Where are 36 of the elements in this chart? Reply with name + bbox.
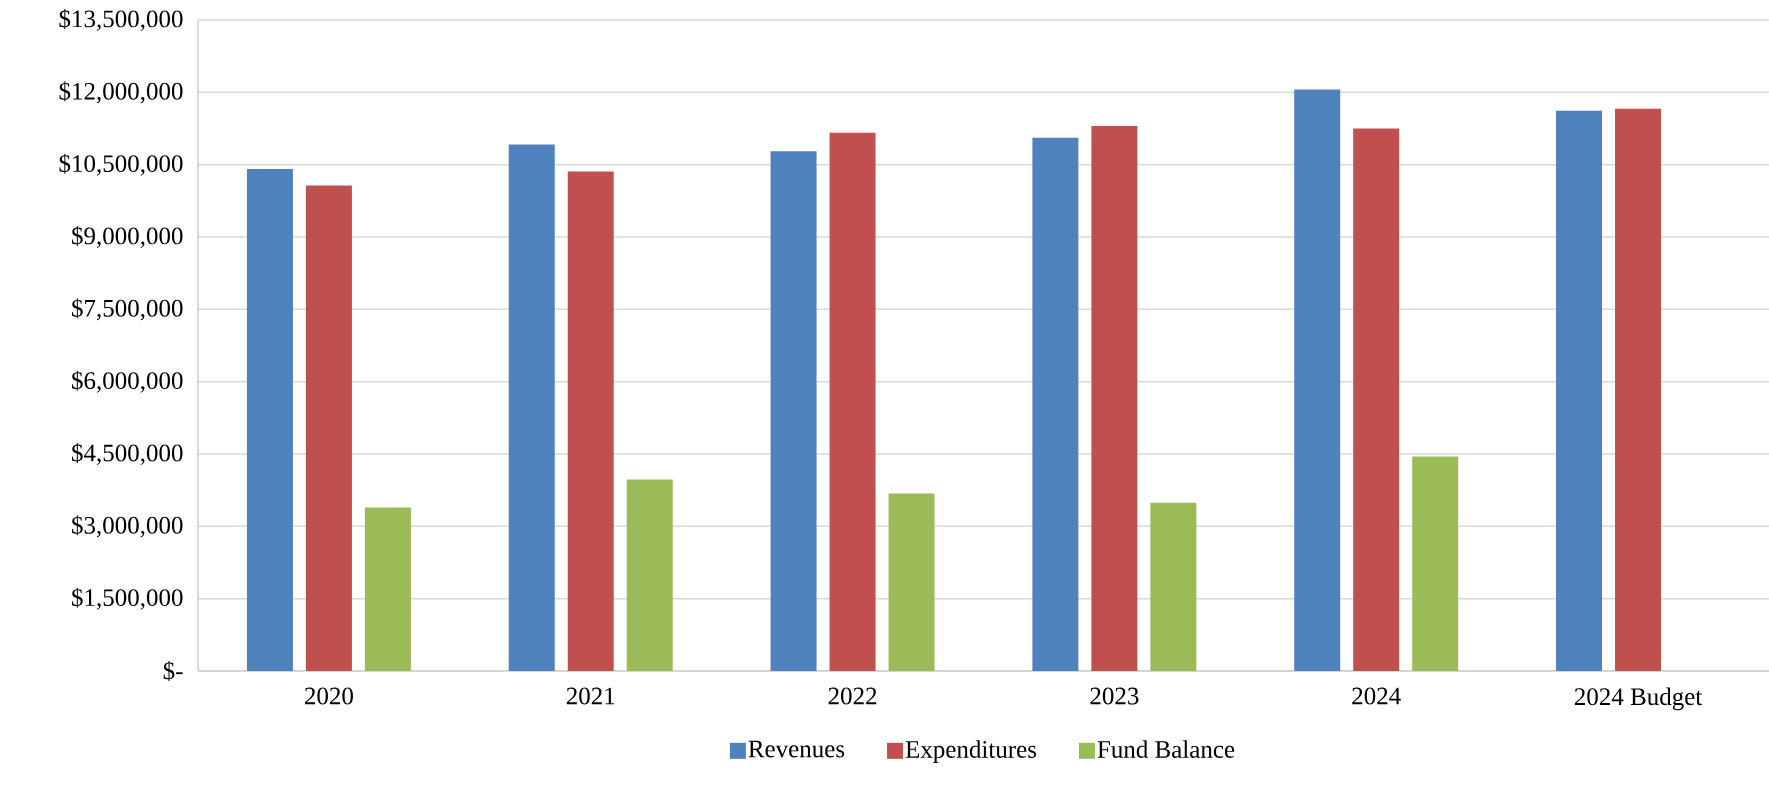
y-tick-label: $1,500,000 (72, 587, 183, 610)
bar (1091, 126, 1138, 671)
y-tick-label: $7,500,000 (72, 298, 183, 321)
y-tick-label: $- (163, 660, 183, 682)
bar (626, 479, 673, 671)
bar (1353, 128, 1400, 671)
bar (246, 169, 293, 671)
y-tick-label: $6,000,000 (72, 370, 183, 393)
bar (829, 132, 876, 671)
y-tick-label: $4,500,000 (72, 443, 183, 465)
bar (1412, 456, 1459, 671)
legend-label: Revenues (748, 740, 845, 758)
bar (1032, 137, 1079, 671)
x-tick-label: 2024 (1352, 687, 1401, 705)
bar (364, 507, 411, 671)
bar (1615, 108, 1662, 671)
y-tick-label: $9,000,000 (72, 226, 183, 248)
y-tick-label: $13,500,000 (59, 9, 183, 31)
bar (1556, 110, 1603, 671)
x-tick-label: 2022 (828, 687, 877, 705)
bar (567, 171, 614, 671)
bar (1294, 89, 1341, 671)
y-tick-label: $10,500,000 (59, 153, 183, 176)
bar (508, 144, 555, 671)
x-tick-label: 2020 (305, 687, 353, 705)
bar (888, 493, 935, 671)
x-tick-label: 2021 (566, 687, 615, 705)
legend-label: Expenditures (905, 740, 1037, 763)
bar (1150, 502, 1197, 671)
bar (770, 151, 817, 671)
legend-label: Fund Balance (1097, 740, 1235, 758)
y-tick-label: $3,000,000 (72, 515, 183, 538)
x-tick-label: 2024 Budget (1574, 687, 1703, 711)
y-tick-label: $12,000,000 (59, 81, 183, 104)
bar (305, 185, 352, 671)
x-tick-label: 2023 (1090, 687, 1139, 705)
